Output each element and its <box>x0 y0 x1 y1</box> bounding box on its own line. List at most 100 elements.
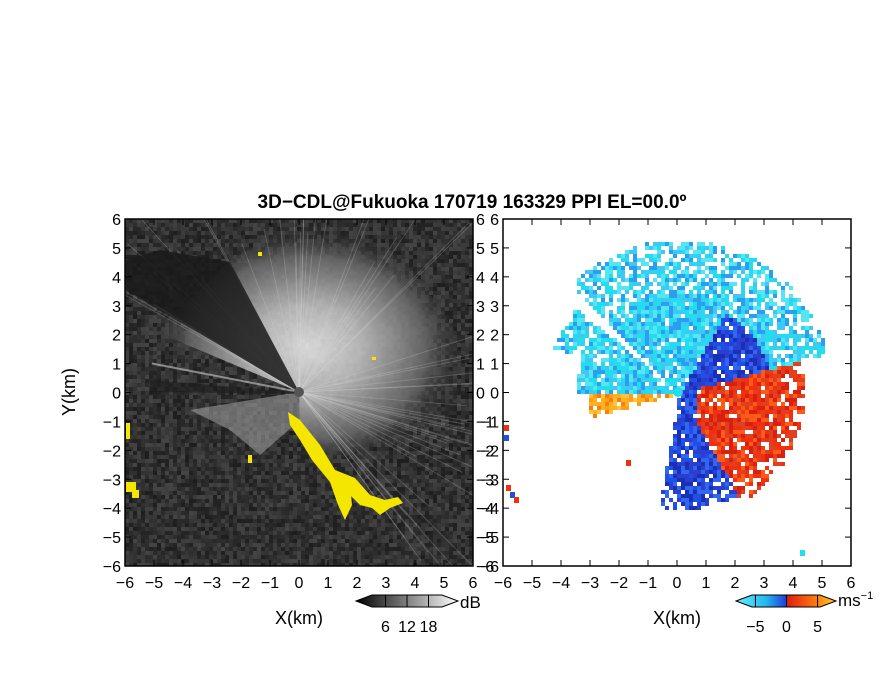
y-tick-label: −1 <box>103 414 121 431</box>
x-tick-label: −5 <box>145 575 163 592</box>
y-tick-label-right: 1 <box>476 357 485 374</box>
colorbar-tick-label: 18 <box>420 619 438 636</box>
x-tick-label: 4 <box>789 575 798 592</box>
y-tick-label-right: −2 <box>476 443 494 460</box>
x-tick-label: −1 <box>261 575 279 592</box>
x-tick-label: 6 <box>469 575 478 592</box>
x-tick-label: 3 <box>382 575 391 592</box>
y-tick-label: 3 <box>112 299 121 316</box>
x-tick-label: 3 <box>760 575 769 592</box>
y-tick-label: −2 <box>481 443 499 460</box>
y-tick-label: 4 <box>490 270 499 287</box>
x-tick-label: −3 <box>203 575 221 592</box>
echo-lower-left <box>190 392 300 455</box>
velocity-colorbar: −5 0 5 ms−1 <box>734 590 873 636</box>
y-tick-label-right: 5 <box>476 241 485 258</box>
velocity-x-tick-labels: −6 −5 −4 −3 −2 −1 0 1 2 3 4 5 6 <box>494 575 856 592</box>
y-tick-label: −6 <box>103 559 121 576</box>
y-tick-label: −6 <box>481 559 499 576</box>
y-tick-label: 1 <box>490 357 499 374</box>
y-tick-label: −3 <box>103 472 121 489</box>
x-tick-label: 6 <box>847 575 856 592</box>
y-tick-label-right: 0 <box>476 386 485 403</box>
y-tick-label: 0 <box>112 386 121 403</box>
radar-site-marker <box>294 387 304 397</box>
x-tick-label: 1 <box>324 575 333 592</box>
velocity-colorbar-unit: ms−1 <box>838 590 873 610</box>
velocity-xlabel: X(km) <box>653 608 701 628</box>
colorbar-tick-label: −5 <box>746 619 764 636</box>
x-tick-label: −2 <box>232 575 250 592</box>
y-tick-label: 2 <box>490 328 499 345</box>
reflectivity-y-tick-labels: 6 6 5 5 4 4 3 3 2 2 1 1 0 0 −1 −1 −2 −2 −3 −3 −4 −4 −5 −5 −6 −6 <box>103 212 495 576</box>
reflectivity-panel: −6 −5 −4 −3 −2 −1 0 1 2 3 4 5 6 6 6 5 5 4 4 3 3 2 2 1 1 0 0 −1 −1 −2… <box>59 212 495 628</box>
x-tick-label: 5 <box>440 575 449 592</box>
y-tick-label: −1 <box>481 414 499 431</box>
velocity-ticks <box>502 218 852 567</box>
db-colorbar-unit: dB <box>460 593 481 612</box>
velocity-colorbar-ticks: −5 0 5 <box>746 595 822 636</box>
reflectivity-x-tick-labels: −6 −5 −4 −3 −2 −1 0 1 2 3 4 5 6 <box>116 575 478 592</box>
x-tick-label: −3 <box>581 575 599 592</box>
y-tick-label: 3 <box>490 299 499 316</box>
y-tick-label: −5 <box>481 530 499 547</box>
y-tick-label-right: −5 <box>476 530 494 547</box>
velocity-pixels <box>504 242 825 556</box>
colorbar-tick-label: 12 <box>398 619 416 636</box>
velocity-y-tick-labels: 6 5 4 3 2 1 0 −1 −2 −3 −4 −5 −6 <box>481 212 499 576</box>
y-tick-label: −2 <box>103 443 121 460</box>
y-tick-label: 6 <box>490 212 499 229</box>
y-tick-label: 2 <box>112 328 121 345</box>
x-tick-label: 4 <box>411 575 420 592</box>
y-tick-label-right: 3 <box>476 299 485 316</box>
colorbar-tick-label: 0 <box>782 619 791 636</box>
y-tick-label: 5 <box>112 241 121 258</box>
y-tick-label-right: 2 <box>476 328 485 345</box>
x-tick-label: −4 <box>174 575 192 592</box>
colorbar-tick-label: 6 <box>381 619 390 636</box>
velocity-unit-exponent: −1 <box>861 590 874 602</box>
x-tick-label: −2 <box>610 575 628 592</box>
y-tick-label: 5 <box>490 241 499 258</box>
y-tick-label-right: −4 <box>476 501 494 518</box>
velocity-unit-base: ms <box>838 591 861 610</box>
y-tick-label: 6 <box>112 212 121 229</box>
reflectivity-ticks <box>124 218 474 567</box>
x-tick-label: 2 <box>353 575 362 592</box>
x-tick-label: −4 <box>552 575 570 592</box>
x-tick-label: −1 <box>639 575 657 592</box>
x-tick-label: −6 <box>116 575 134 592</box>
y-tick-label-right: 6 <box>476 212 485 229</box>
db-colorbar-ticks: 6 12 18 <box>381 595 438 636</box>
x-tick-label: 5 <box>818 575 827 592</box>
no-echo-sector-2 <box>150 380 299 394</box>
y-tick-label: −4 <box>481 501 499 518</box>
y-tick-label: −5 <box>103 530 121 547</box>
y-tick-label-right: 4 <box>476 270 485 287</box>
x-tick-label: 1 <box>702 575 711 592</box>
y-tick-label: −4 <box>103 501 121 518</box>
x-tick-label: −6 <box>494 575 512 592</box>
reflectivity-echo <box>125 219 473 566</box>
x-tick-label: −5 <box>523 575 541 592</box>
y-tick-label: 1 <box>112 357 121 374</box>
figure-title: 3D−CDL@Fukuoka 170719 163329 PPI EL=00.0… <box>258 192 687 213</box>
reflectivity-xlabel: X(km) <box>275 608 323 628</box>
y-tick-label: 4 <box>112 270 121 287</box>
velocity-echo <box>504 242 825 556</box>
velocity-site-marker <box>673 387 683 397</box>
db-colorbar: 6 12 18 dB <box>354 593 481 636</box>
x-tick-label: 0 <box>673 575 682 592</box>
y-tick-label-right: −1 <box>476 414 494 431</box>
reflectivity-ylabel: Y(km) <box>59 368 79 416</box>
y-tick-label: 0 <box>490 386 499 403</box>
velocity-panel: −6 −5 −4 −3 −2 −1 0 1 2 3 4 5 6 6543210−1−2−3−4−5−6 … <box>481 212 856 628</box>
x-tick-label: 2 <box>731 575 740 592</box>
no-echo-sector <box>126 250 299 392</box>
y-tick-label-right: −6 <box>476 559 494 576</box>
y-tick-label: −3 <box>481 472 499 489</box>
yellow-echo <box>126 252 403 520</box>
y-tick-label-right: −3 <box>476 472 494 489</box>
x-tick-label: 0 <box>295 575 304 592</box>
